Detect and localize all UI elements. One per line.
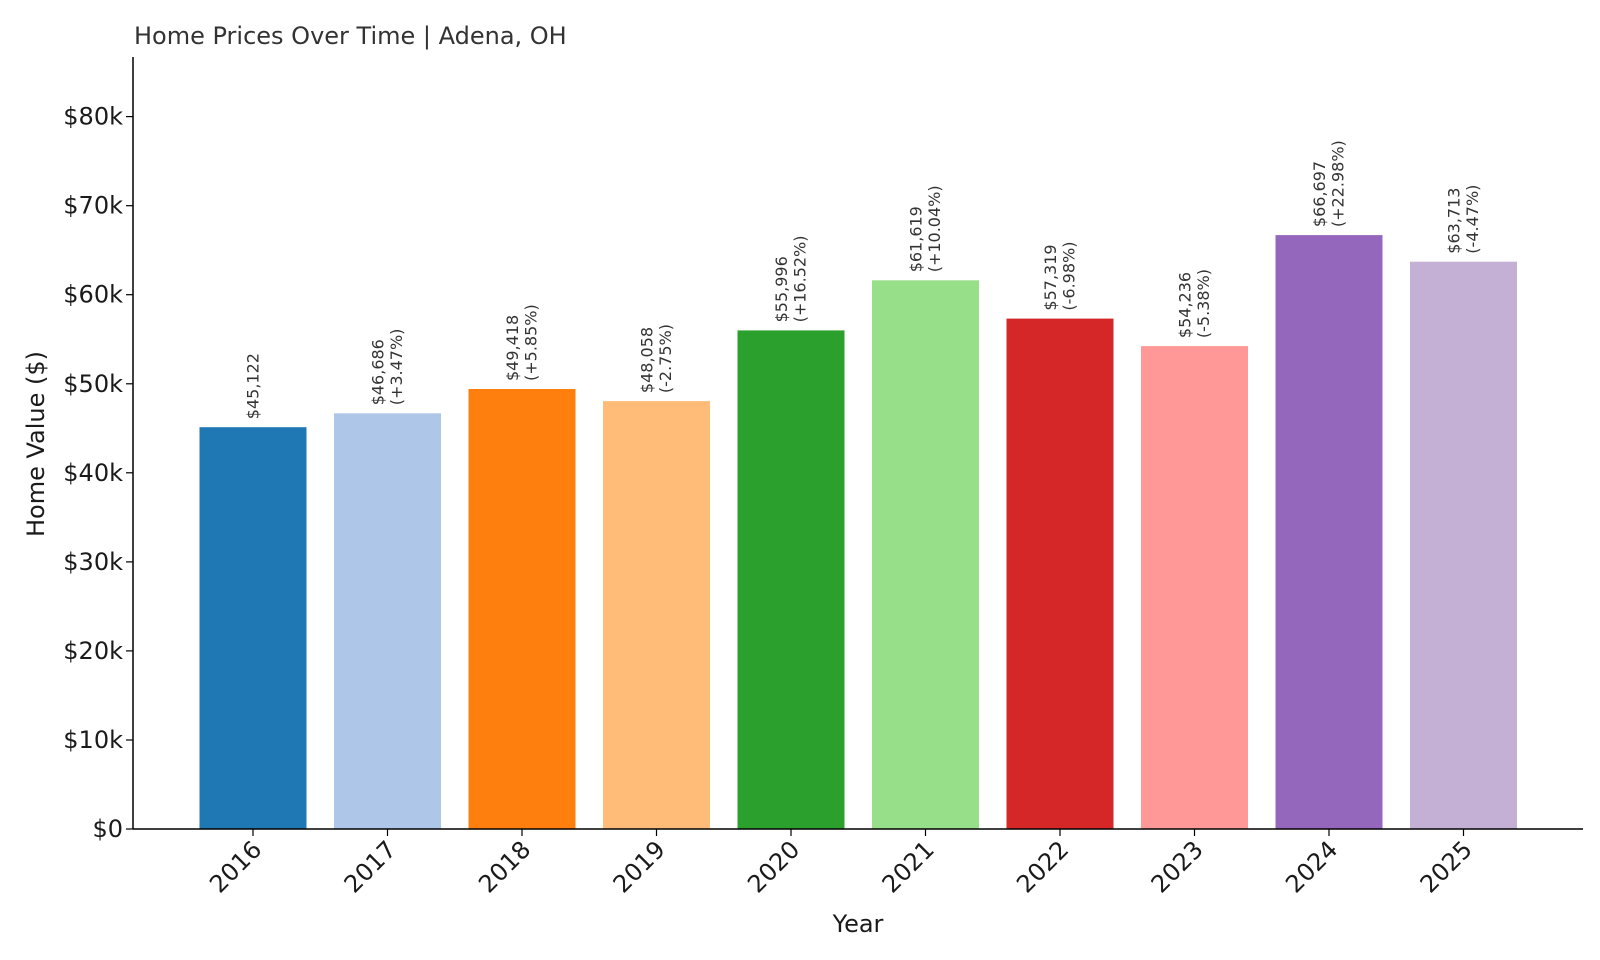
y-tick-label: $20k bbox=[63, 637, 123, 665]
value-label: $55,996 bbox=[772, 256, 791, 322]
data-label-2024: $66,697(+22.98%) bbox=[1310, 140, 1347, 227]
y-tick-label: $80k bbox=[63, 103, 123, 131]
change-label: (+10.04%) bbox=[925, 185, 944, 272]
value-label: $46,686 bbox=[369, 339, 388, 405]
value-label: $57,319 bbox=[1041, 244, 1060, 310]
value-label: $61,619 bbox=[907, 206, 926, 272]
bar-2023 bbox=[1141, 346, 1248, 829]
x-tick-label-2025: 2025 bbox=[1415, 835, 1478, 898]
data-label-2017: $46,686(+3.47%) bbox=[369, 329, 406, 406]
value-label: $66,697 bbox=[1310, 161, 1329, 227]
bar-2025 bbox=[1410, 261, 1517, 829]
data-label-2022: $57,319(-6.98%) bbox=[1041, 242, 1078, 311]
y-axis-label: Home Value ($) bbox=[22, 351, 50, 537]
y-ticks-group: $0 $10k $20k $30k $40k $50k $60k $70k $80k bbox=[63, 103, 133, 843]
y-tick-label: $70k bbox=[63, 192, 123, 220]
data-label-2025: $63,713(-4.47%) bbox=[1445, 185, 1482, 254]
value-label: $54,236 bbox=[1176, 272, 1195, 338]
change-label: (-5.38%) bbox=[1194, 269, 1213, 338]
change-label: (+16.52%) bbox=[790, 235, 809, 322]
value-label: $45,122 bbox=[244, 353, 263, 419]
x-tick-label-2017: 2017 bbox=[339, 835, 402, 898]
x-tick-label-2019: 2019 bbox=[608, 835, 671, 898]
y-tick-label: $40k bbox=[63, 459, 123, 487]
data-label-2023: $54,236(-5.38%) bbox=[1176, 269, 1213, 338]
change-label: (-6.98%) bbox=[1059, 242, 1078, 311]
y-tick-label: $0 bbox=[92, 815, 123, 843]
x-axis-label: Year bbox=[832, 910, 884, 938]
x-tick-label-2023: 2023 bbox=[1146, 835, 1209, 898]
value-label: $63,713 bbox=[1445, 188, 1464, 254]
y-tick-label: $60k bbox=[63, 281, 123, 309]
bar-2024 bbox=[1275, 235, 1383, 830]
data-label-2021: $61,619(+10.04%) bbox=[907, 185, 944, 272]
bar-2017 bbox=[334, 413, 441, 829]
bar-2022 bbox=[1006, 318, 1114, 829]
x-tick-label-2021: 2021 bbox=[877, 835, 940, 898]
bar-2021 bbox=[872, 280, 979, 829]
data-labels-group: $45,122 $46,686(+3.47%) $49,418(+5.85%) $48… bbox=[244, 140, 1482, 419]
x-tick-label-2016: 2016 bbox=[204, 835, 267, 898]
x-tick-label-2018: 2018 bbox=[473, 835, 536, 898]
x-tick-label-2024: 2024 bbox=[1280, 835, 1343, 898]
data-label-2018: $49,418(+5.85%) bbox=[503, 304, 540, 381]
x-ticks-group: 2016 2017 2018 2019 2020 2021 2022 2023 2024 2025 bbox=[204, 829, 1478, 898]
change-label: (-4.47%) bbox=[1463, 185, 1482, 254]
y-tick-label: $50k bbox=[63, 370, 123, 398]
x-tick-label-2022: 2022 bbox=[1011, 835, 1074, 898]
bar-2020 bbox=[737, 330, 845, 829]
data-label-2016: $45,122 bbox=[244, 353, 263, 419]
change-label: (+22.98%) bbox=[1328, 140, 1347, 227]
y-tick-label: $30k bbox=[63, 548, 123, 576]
value-label: $49,418 bbox=[503, 315, 522, 381]
change-label: (+5.85%) bbox=[521, 304, 540, 381]
data-label-2019: $48,058(-2.75%) bbox=[638, 324, 675, 393]
value-label: $48,058 bbox=[638, 327, 657, 393]
bar-2016 bbox=[199, 427, 307, 829]
bar-2019 bbox=[603, 401, 710, 829]
change-label: (-2.75%) bbox=[656, 324, 675, 393]
bars-group bbox=[199, 235, 1517, 830]
bar-2018 bbox=[468, 389, 576, 829]
y-tick-label: $10k bbox=[63, 726, 123, 754]
data-label-2020: $55,996(+16.52%) bbox=[772, 235, 809, 322]
change-label: (+3.47%) bbox=[387, 329, 406, 406]
chart-title: Home Prices Over Time | Adena, OH bbox=[134, 22, 567, 50]
x-tick-label-2020: 2020 bbox=[742, 835, 805, 898]
